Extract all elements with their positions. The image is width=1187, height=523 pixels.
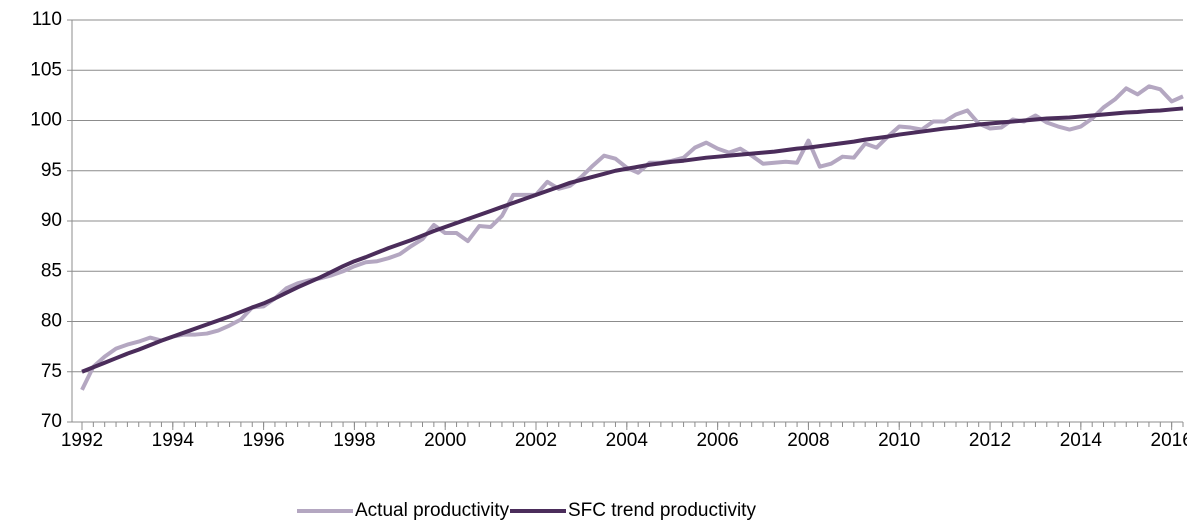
series-line <box>81 106 1184 374</box>
y-tick-label: 105 <box>30 59 62 80</box>
x-tick-label: 2006 <box>696 430 738 451</box>
x-tick-label: 2002 <box>515 430 557 451</box>
x-tick-label: 2010 <box>878 430 920 451</box>
x-tick-label: 2014 <box>1060 430 1103 451</box>
x-tick-label: 2016 <box>1151 430 1187 451</box>
series-line <box>80 84 1184 391</box>
x-tick-label: 1998 <box>333 430 375 451</box>
y-tick-label: 100 <box>30 110 62 131</box>
x-tick-label: 2012 <box>969 430 1011 451</box>
y-tick-label: 90 <box>41 210 62 231</box>
y-tick-label: 70 <box>41 411 62 432</box>
x-tick-label: 2008 <box>787 430 829 451</box>
y-tick-label: 75 <box>41 361 62 382</box>
x-tick-label: 1996 <box>242 430 284 451</box>
y-tick-label: 80 <box>41 311 62 332</box>
legend-label: Actual productivity <box>355 500 510 521</box>
y-tick-label: 110 <box>32 9 62 30</box>
x-tick-label: 1992 <box>61 430 103 451</box>
legend-label: SFC trend productivity <box>568 500 756 521</box>
x-tick-label: 2000 <box>424 430 466 451</box>
x-tick-label: 2004 <box>606 430 649 451</box>
y-tick-label: 85 <box>41 260 62 281</box>
y-tick-label: 95 <box>41 160 62 181</box>
x-tick-label: 1994 <box>152 430 195 451</box>
